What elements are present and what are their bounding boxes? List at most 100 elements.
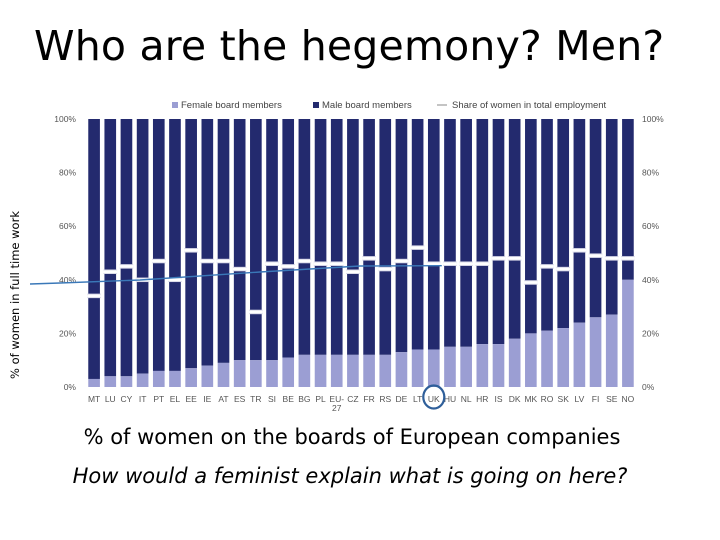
- x-tick-cy: CY: [121, 394, 133, 404]
- y-tick-right-3: 60%: [642, 221, 659, 231]
- y-tick-right-1: 20%: [642, 328, 659, 338]
- bar-male-be: [282, 119, 295, 358]
- bar-male-lu: [104, 119, 117, 377]
- bar-male-de: [395, 119, 408, 353]
- y-tick-left-2: 40%: [59, 275, 76, 285]
- bar-male-tr: [250, 119, 262, 361]
- x-tick-fi: FI: [592, 394, 600, 404]
- bar-male-fi: [589, 119, 602, 318]
- bar-female-mk: [525, 333, 537, 387]
- x-tick-hr: HR: [476, 394, 488, 404]
- annotations: [29, 265, 446, 410]
- bar-male-ee: [185, 119, 197, 369]
- bar-male-fr: [363, 119, 375, 355]
- bar-male-is: [492, 119, 505, 345]
- x-tick-mk: MK: [524, 394, 537, 404]
- x-tick-el: EL: [170, 394, 181, 404]
- bar-female-lv: [573, 322, 586, 387]
- x-tick-ee: EE: [185, 394, 197, 404]
- y-tick-right-4: 80%: [642, 168, 659, 178]
- x-tick-es: ES: [234, 394, 246, 404]
- legend-label-1: Male board members: [322, 100, 412, 111]
- x-tick-lv: LV: [574, 394, 584, 404]
- bar-male-el: [169, 119, 181, 371]
- chart-caption: % of women on the boards of European com…: [83, 425, 621, 449]
- y-tick-left-1: 20%: [59, 328, 76, 338]
- bar-male-rs: [379, 119, 392, 355]
- bar-male-cz: [347, 119, 359, 355]
- bar-male-lv: [573, 119, 586, 323]
- bar-female-pl: [314, 354, 327, 387]
- bar-female-lt: [411, 349, 424, 387]
- bar-female-sk: [557, 328, 570, 387]
- y-tick-right-5: 100%: [642, 114, 664, 124]
- bar-female-bg: [298, 354, 311, 387]
- bar-male-mt: [88, 119, 100, 379]
- bar-male-nl: [460, 119, 472, 347]
- discussion-question: How would a feminist explain what is goi…: [72, 464, 628, 488]
- x-tick-hu: HU: [444, 394, 456, 404]
- x-tick-de: DE: [396, 394, 408, 404]
- x-tick-cz: CZ: [347, 394, 358, 404]
- x-tick-is: IS: [494, 394, 502, 404]
- bar-male-sk: [557, 119, 570, 329]
- y-tick-left-5: 100%: [54, 114, 76, 124]
- y-tick-right-0: 0%: [642, 382, 655, 392]
- x-tick-be: BE: [283, 394, 295, 404]
- bar-male-si: [266, 119, 278, 361]
- bar-male-dk: [508, 119, 521, 339]
- bar-female-ie: [201, 365, 214, 387]
- bar-male-hr: [476, 119, 489, 345]
- x-tick-se: SE: [606, 394, 618, 404]
- bar-female-cy: [120, 376, 133, 387]
- bar-male-uk: [427, 119, 440, 350]
- bar-male-lt: [411, 119, 424, 350]
- bar-group: [88, 119, 634, 387]
- x-tick-lu: LU: [105, 394, 116, 404]
- bar-female-hu: [444, 346, 456, 387]
- y-tick-left-4: 80%: [59, 168, 76, 178]
- y-axis-right: 0% 20% 40% 60% 80% 100%: [642, 114, 664, 392]
- bar-female-ro: [541, 330, 553, 387]
- bar-male-mk: [525, 119, 537, 334]
- x-tick-uk: UK: [428, 394, 440, 404]
- bar-male-es: [233, 119, 246, 361]
- bar-female-hr: [476, 344, 489, 387]
- bar-male-cy: [120, 119, 133, 377]
- y-tick-right-2: 40%: [642, 275, 659, 285]
- legend-swatch-0: [172, 102, 178, 108]
- x-tick-no: NO: [622, 394, 635, 404]
- bar-female-tr: [250, 360, 262, 387]
- bar-female-rs: [379, 354, 392, 387]
- x-tick-ro: RO: [541, 394, 554, 404]
- x-tick-si: SI: [268, 394, 276, 404]
- annotation-line: [29, 265, 442, 285]
- x-tick-sk: SK: [558, 394, 570, 404]
- x-tick-rs: RS: [379, 394, 391, 404]
- bar-male-se: [605, 119, 618, 315]
- bar-female-uk: [427, 349, 440, 387]
- bar-female-it: [136, 373, 149, 387]
- x-tick-ie: IE: [203, 394, 211, 404]
- bar-female-dk: [508, 338, 521, 387]
- y-axis-left: 0% 20% 40% 60% 80% 100%: [54, 114, 76, 392]
- bar-female-se: [605, 314, 618, 387]
- bar-female-fi: [589, 317, 602, 387]
- x-tick-pt: PT: [153, 394, 164, 404]
- x-tick-it: IT: [139, 394, 147, 404]
- bar-male-ie: [201, 119, 214, 366]
- bar-male-eu-27: [330, 119, 343, 355]
- bar-female-el: [169, 370, 181, 387]
- chart-legend: Female board members Male board members Sh…: [172, 100, 607, 111]
- bar-female-at: [217, 362, 230, 387]
- bar-male-bg: [298, 119, 311, 355]
- x-tick-bg: BG: [298, 394, 310, 404]
- bar-female-is: [492, 344, 505, 387]
- bar-female-fr: [363, 354, 375, 387]
- x-tick-lt: LT: [413, 394, 422, 404]
- x-tick-dk: DK: [509, 394, 521, 404]
- x-tick-at: AT: [218, 394, 228, 404]
- bar-female-mt: [88, 378, 100, 387]
- bar-female-nl: [460, 346, 472, 387]
